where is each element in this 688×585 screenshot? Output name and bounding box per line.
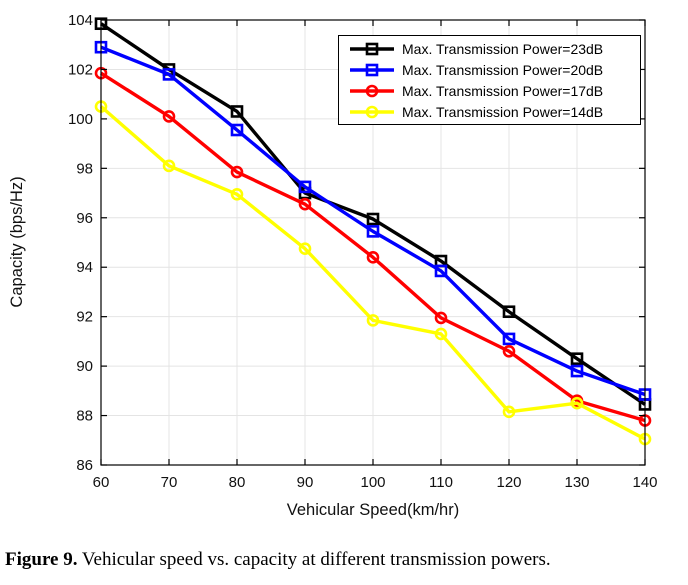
marker-circle: [298, 197, 312, 211]
legend-line-sample: [350, 84, 394, 97]
y-tick-label: 90: [76, 358, 93, 375]
chart-area: 60 70 80 90 100 110 120 130 140 86 88 90 92 94 96 98 100…: [8, 12, 658, 519]
legend-marker-square-icon: [365, 42, 379, 55]
line-chart: 60 70 80 90 100 110 120 130 140 86 88 90 92 94 96 98 100…: [8, 12, 658, 519]
legend-marker-circle-icon: [365, 84, 379, 97]
x-tick-label: 120: [496, 474, 521, 491]
x-tick-label: 60: [93, 474, 110, 491]
x-tick-label: 110: [429, 474, 453, 491]
caption-label: Figure 9.: [5, 549, 78, 570]
marker-circle: [162, 110, 176, 123]
marker-circle: [434, 311, 448, 325]
tick-labels: 60 70 80 90 100 110 120 130 140 86 88 90 92 94 96 98 100…: [68, 12, 658, 491]
marker-circle: [502, 344, 516, 358]
y-tick-label: 94: [76, 259, 93, 276]
y-tick-label: 104: [68, 12, 93, 29]
legend: Max. Transmission Power=23dB Max. Transmi…: [338, 35, 641, 125]
x-tick-label: 130: [564, 474, 589, 491]
caption-text: Vehicular speed vs. capacity at differen…: [81, 549, 551, 570]
data-series: [94, 17, 652, 446]
marker-circle: [298, 242, 312, 255]
y-tick-label: 98: [76, 160, 93, 177]
y-tick-label: 86: [76, 457, 93, 474]
x-tick-label: 80: [229, 474, 246, 491]
marker-square: [298, 180, 312, 194]
marker-circle: [366, 251, 380, 264]
x-tick-label: 70: [161, 474, 178, 491]
marker-square: [502, 332, 516, 346]
y-tick-label: 102: [68, 61, 93, 78]
marker-square: [366, 225, 380, 238]
legend-item: Max. Transmission Power=14dB: [348, 101, 638, 122]
legend-line-sample: [350, 42, 394, 55]
axis-ticks: [100, 19, 646, 466]
legend-item: Max. Transmission Power=20dB: [348, 59, 638, 80]
legend-label: Max. Transmission Power=23dB: [402, 40, 604, 57]
series-line: [100, 71, 646, 423]
legend-line-sample: [350, 105, 394, 118]
y-tick-label: 100: [68, 111, 93, 128]
marker-square: [162, 68, 176, 81]
marker-square: [366, 212, 380, 226]
marker-square: [570, 364, 584, 378]
legend-item: Max. Transmission Power=17dB: [348, 80, 638, 101]
series-line: [100, 22, 646, 406]
marker-square: [502, 305, 516, 319]
marker-circle: [162, 159, 176, 173]
legend-marker-circle-icon: [365, 105, 379, 118]
x-tick-label: 90: [297, 474, 314, 491]
marker-square: [570, 352, 584, 365]
legend-label: Max. Transmission Power=17dB: [402, 82, 604, 99]
legend-label: Max. Transmission Power=20dB: [402, 61, 604, 78]
marker-circle: [570, 396, 584, 410]
y-axis-label: Capacity (bps/Hz): [8, 176, 26, 307]
marker-square: [230, 123, 244, 137]
y-tick-label: 88: [76, 408, 93, 425]
legend-label: Max. Transmission Power=14dB: [402, 103, 604, 120]
marker-circle: [230, 187, 244, 201]
marker-square: [230, 105, 244, 118]
figure-caption: Figure 9. Vehicular speed vs. capacity a…: [5, 549, 685, 571]
marker-circle: [366, 314, 380, 327]
legend-line-sample: [350, 63, 394, 76]
marker-circle: [230, 165, 244, 179]
series-line: [100, 45, 646, 397]
marker-circle: [434, 327, 448, 341]
marker-circle: [502, 405, 516, 419]
x-tick-label: 140: [632, 474, 657, 491]
legend-marker-square-icon: [365, 63, 379, 76]
y-tick-label: 96: [76, 210, 93, 227]
series-line: [99, 105, 646, 441]
legend-item: Max. Transmission Power=23dB: [348, 38, 638, 59]
y-tick-label: 92: [76, 309, 93, 326]
x-axis-label: Vehicular Speed(km/hr): [287, 501, 459, 519]
x-tick-label: 100: [360, 474, 385, 491]
marker-square: [434, 264, 448, 278]
